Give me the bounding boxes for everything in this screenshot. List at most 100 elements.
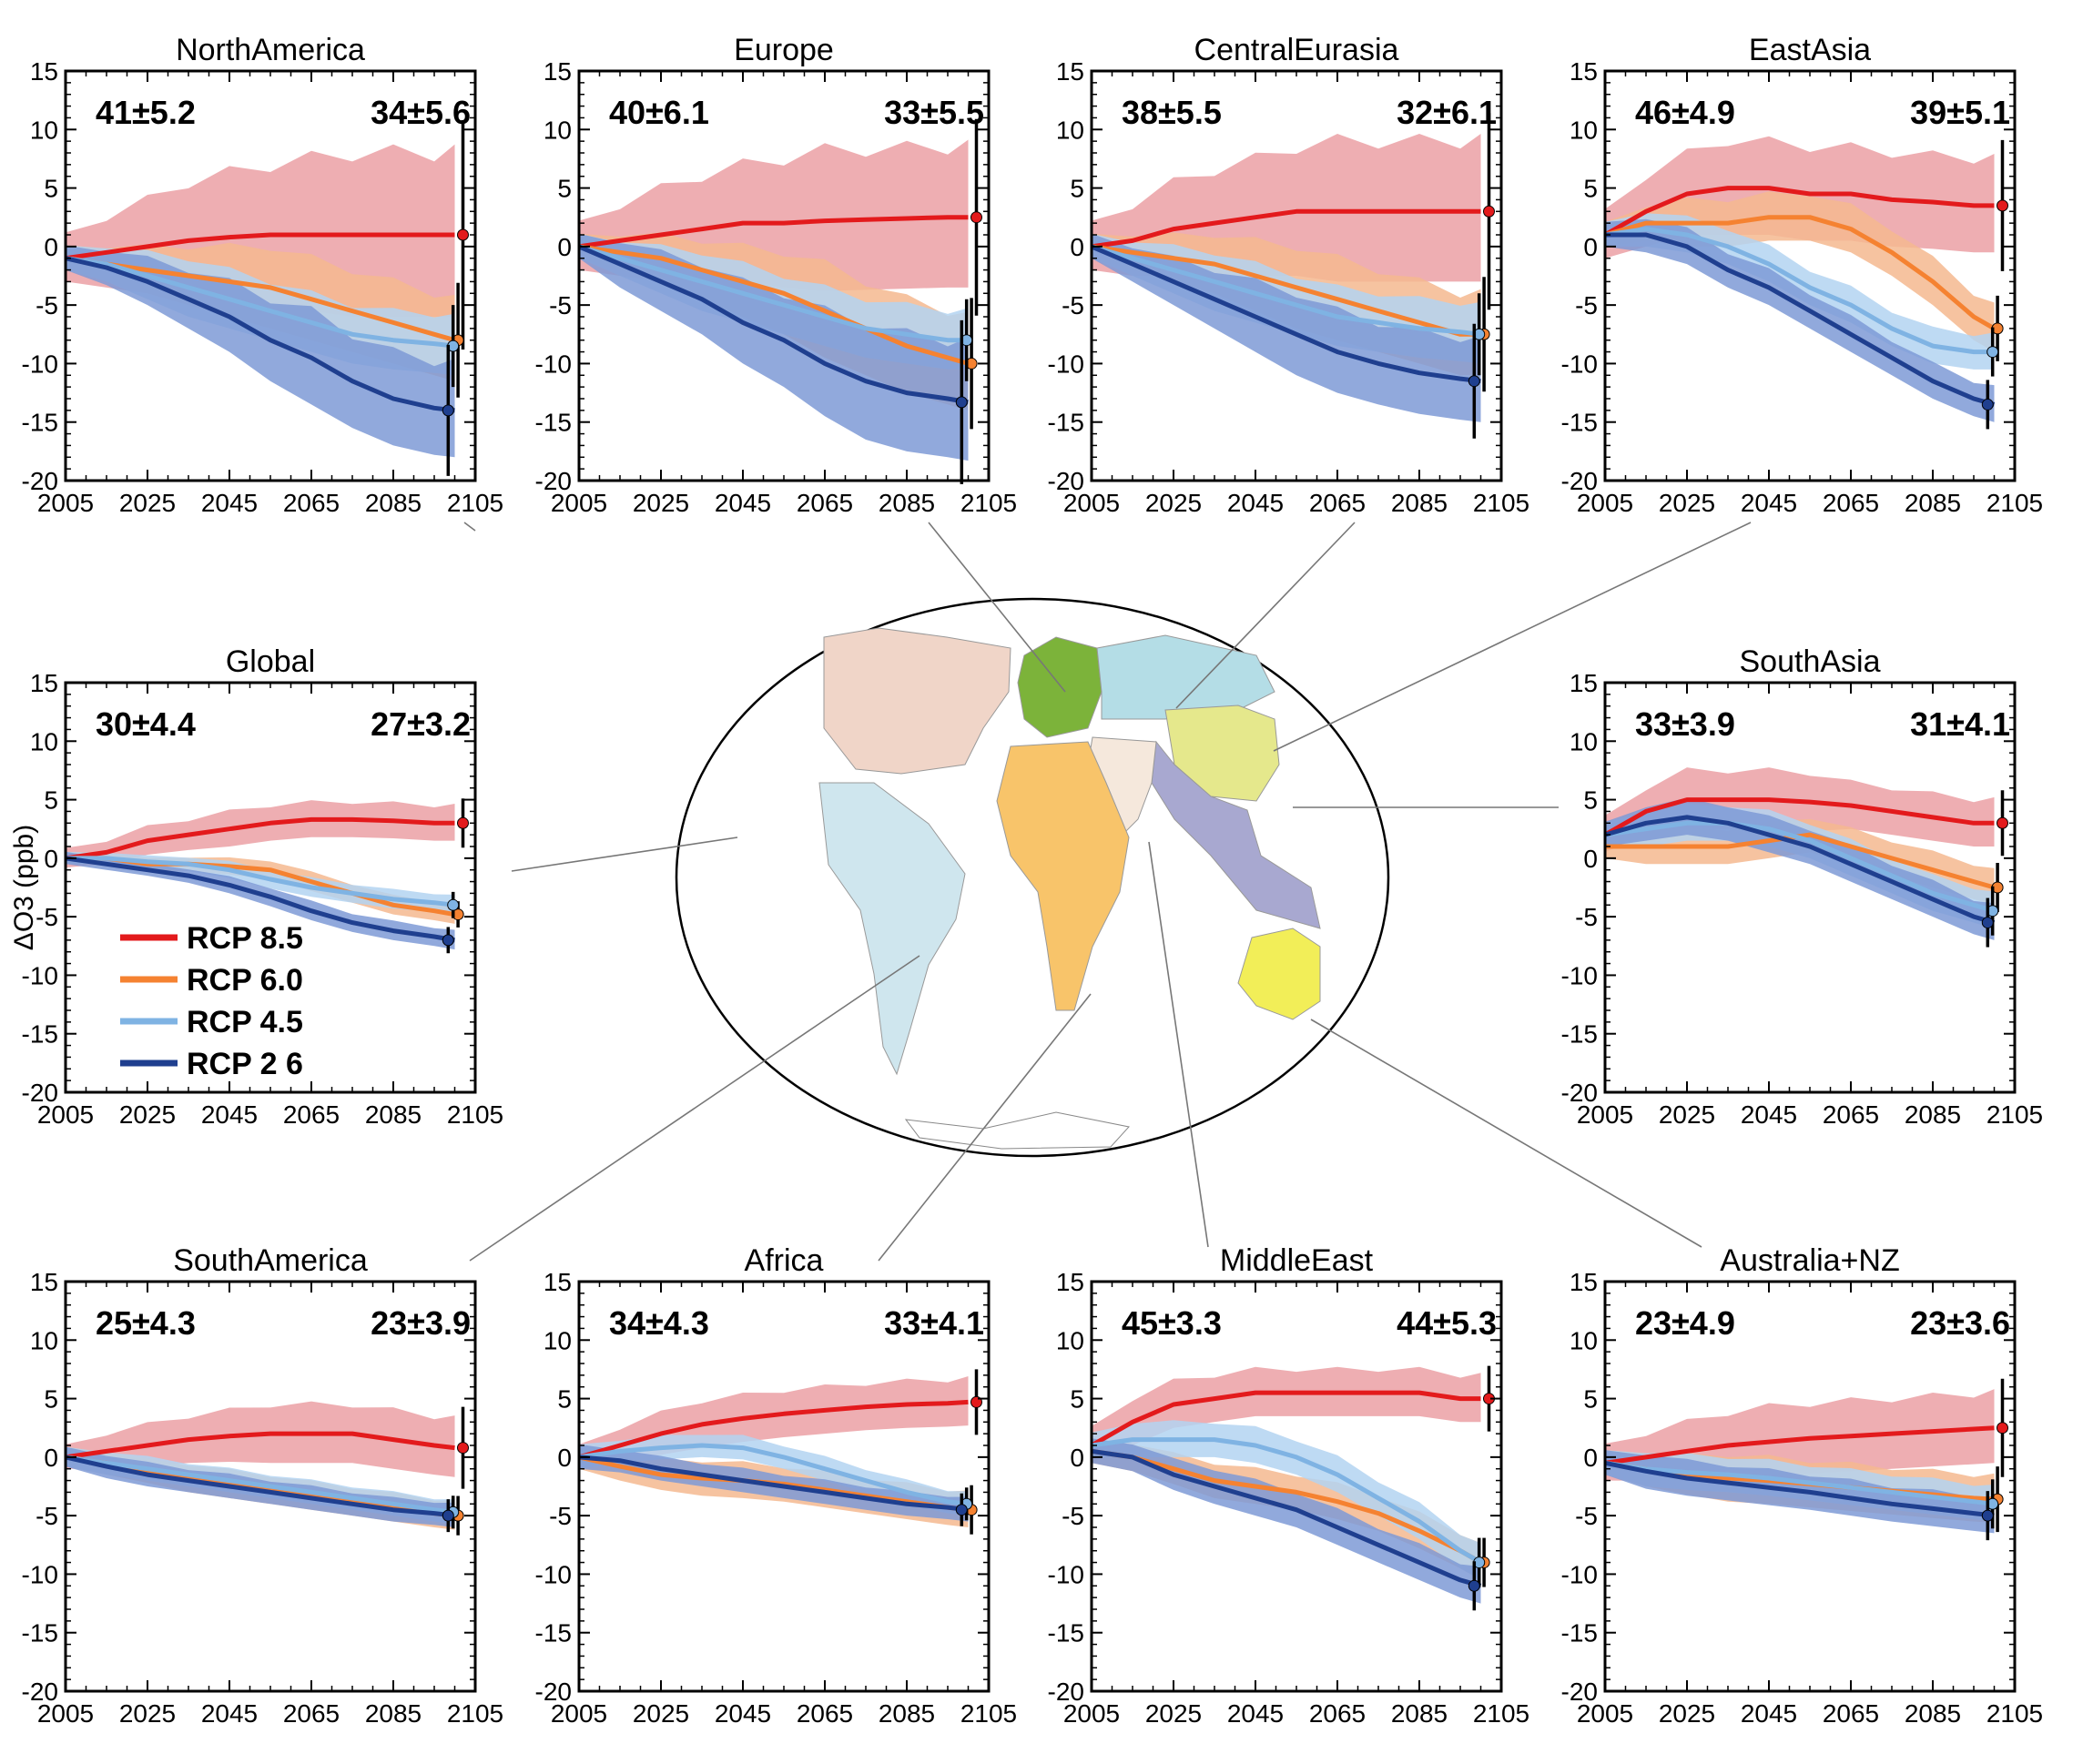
x-tick-label: 2045 — [1741, 1100, 1797, 1129]
end-point-marker — [442, 404, 454, 417]
y-tick-label: -15 — [1561, 409, 1598, 437]
y-tick-label: 15 — [544, 57, 572, 86]
x-tick-label: 2065 — [797, 489, 853, 517]
series-line-rcp85 — [65, 232, 455, 261]
y-tick-label: -10 — [1561, 1560, 1598, 1588]
y-tick-label: -15 — [535, 1619, 572, 1647]
y-tick-label: -5 — [1575, 1502, 1598, 1530]
leader-line — [1148, 841, 1209, 1248]
y-tick-label: -5 — [36, 1502, 58, 1530]
end-point-marker — [970, 211, 982, 224]
y-tick-label: 0 — [557, 1444, 572, 1472]
y-tick-label: -15 — [1561, 1619, 1598, 1647]
end-point-marker — [1997, 199, 2008, 212]
series-line-rcp85 — [578, 215, 969, 249]
y-tick-label: -15 — [1048, 409, 1084, 437]
end-point-marker — [955, 396, 968, 409]
series-line-rcp45 — [65, 256, 455, 349]
start-value-label: 46±4.9 — [1635, 94, 1735, 131]
y-tick-label: 15 — [1056, 1268, 1084, 1296]
end-point-marker — [457, 228, 469, 241]
y-tick-label: 10 — [1056, 1326, 1084, 1354]
y-tick-label: 5 — [557, 1385, 572, 1414]
y-tick-label: 0 — [1583, 845, 1598, 873]
x-tick-label: 2065 — [283, 1100, 340, 1129]
series-line-rcp85 — [578, 1399, 969, 1460]
x-tick-label: 2045 — [715, 489, 771, 517]
legend: RCP 8.5 RCP 6.0 RCP 4.5 RCP 2 6 — [120, 921, 303, 1081]
y-tick-label: -5 — [1575, 291, 1598, 319]
end-point-marker — [955, 1504, 968, 1516]
series-line-rcp60 — [1091, 244, 1481, 337]
start-value-label: 30±4.4 — [96, 705, 196, 743]
end-point-marker — [1468, 375, 1480, 388]
x-tick-label: 2085 — [879, 489, 935, 517]
end-point-marker — [1981, 1509, 1994, 1522]
panel-title: Global — [226, 644, 315, 679]
x-tick-label: 2105 — [447, 489, 503, 517]
y-tick-label: -5 — [36, 903, 58, 931]
y-tick-label: 5 — [1070, 1385, 1084, 1414]
legend-label: RCP 6.0 — [187, 963, 303, 998]
series-line-rcp85 — [65, 1431, 455, 1460]
series-line-rcp60 — [65, 256, 456, 343]
y-axis-label: ΔO3 (ppb) — [9, 825, 39, 950]
x-tick-label: 2005 — [1063, 1699, 1120, 1728]
end-value-label: 32±6.1 — [1397, 94, 1497, 131]
leader-line — [469, 955, 920, 1262]
y-tick-label: 15 — [1056, 57, 1084, 86]
x-tick-label: 2065 — [797, 1699, 853, 1728]
uncertainty-band-rcp85 — [66, 800, 455, 868]
map-antarctica — [904, 1111, 1130, 1150]
series-line-rcp26 — [578, 244, 969, 405]
leader-line — [878, 993, 1092, 1262]
map-region-northamerica — [823, 627, 1011, 775]
end-value-label: 31±4.1 — [1910, 705, 2010, 743]
end-point-marker — [442, 1509, 454, 1522]
x-tick-label: 2085 — [365, 489, 422, 517]
y-tick-label: -20 — [535, 1678, 572, 1706]
panel-title: CentralEurasia — [1194, 33, 1399, 67]
y-tick-label: 5 — [44, 1385, 58, 1414]
y-tick-label: -20 — [22, 1079, 58, 1107]
leader-line — [463, 522, 476, 532]
y-tick-label: 5 — [44, 175, 58, 203]
y-tick-label: 15 — [30, 57, 58, 86]
x-tick-label: 2105 — [960, 489, 1017, 517]
y-tick-label: 10 — [30, 116, 58, 144]
uncertainty-band-rcp85 — [1605, 767, 1995, 853]
x-tick-label: 2005 — [1577, 1100, 1633, 1129]
series-line-rcp26 — [65, 1455, 455, 1518]
end-value-label: 34±5.6 — [371, 94, 471, 131]
x-tick-label: 2105 — [1986, 1699, 2043, 1728]
series-line-rcp85 — [1091, 208, 1481, 249]
series-line-rcp26 — [1091, 244, 1481, 384]
x-tick-label: 2045 — [1227, 489, 1284, 517]
y-tick-label: 5 — [1070, 175, 1084, 203]
y-tick-label: 10 — [1570, 116, 1598, 144]
x-tick-label: 2005 — [1577, 489, 1633, 517]
x-tick-label: 2065 — [1823, 1699, 1879, 1728]
x-tick-label: 2045 — [715, 1699, 771, 1728]
end-point-marker — [1981, 398, 1994, 411]
end-point-marker — [1981, 917, 1994, 929]
series-line-rcp60 — [1604, 215, 1996, 331]
y-tick-label: 0 — [1070, 1444, 1084, 1472]
y-tick-label: 15 — [544, 1268, 572, 1296]
x-tick-label: 2025 — [1145, 1699, 1202, 1728]
panel-title: Australia+NZ — [1720, 1243, 1899, 1278]
end-value-label: 23±3.6 — [1910, 1304, 2010, 1342]
series-line-rcp45 — [578, 1443, 969, 1506]
x-tick-label: 2045 — [1741, 489, 1797, 517]
panel-title: EastAsia — [1749, 33, 1871, 67]
start-value-label: 38±5.5 — [1122, 94, 1222, 131]
world-map — [675, 597, 1390, 1158]
y-tick-label: -15 — [22, 1020, 58, 1049]
